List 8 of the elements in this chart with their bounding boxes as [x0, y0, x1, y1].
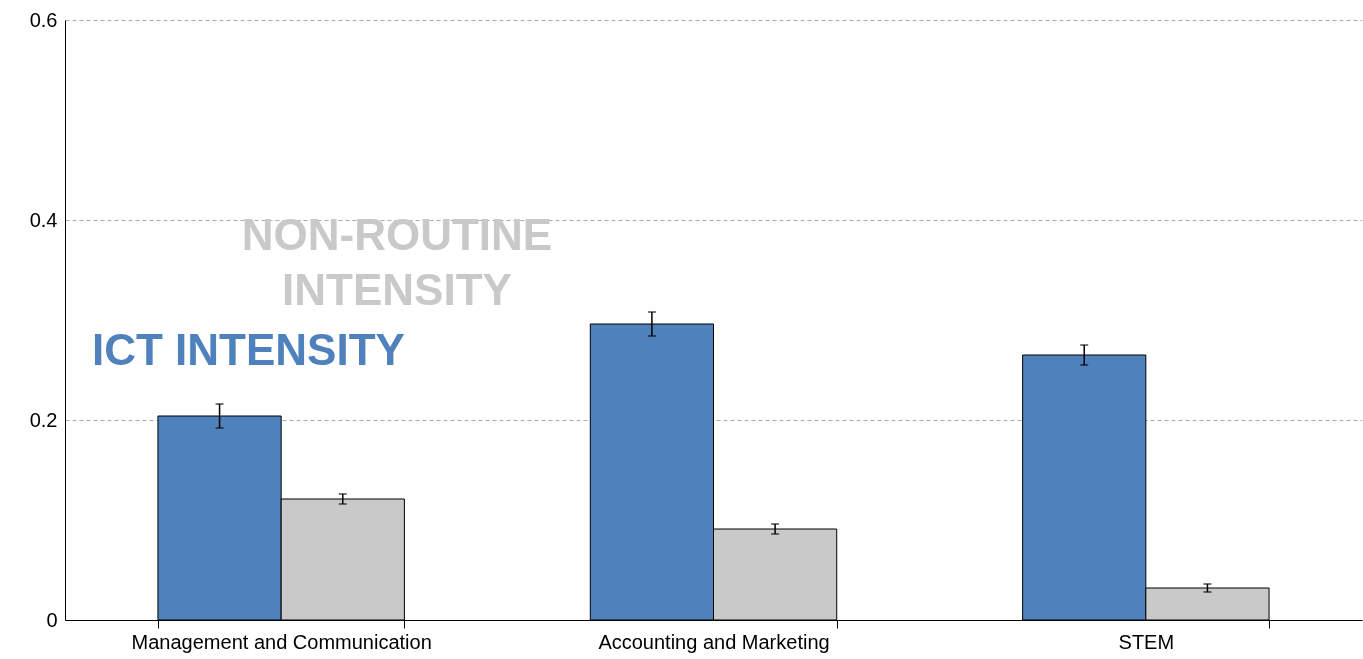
x-tick-label: Management and Communication — [131, 630, 432, 653]
y-tick-label: 0.4 — [29, 208, 58, 231]
x-tick-label: STEM — [1118, 630, 1175, 653]
series-label: ICT INTENSITY — [92, 325, 405, 374]
y-tick-label: 0 — [46, 608, 58, 631]
y-tick-label: 0.2 — [29, 408, 58, 431]
y-tick-label: 0.6 — [29, 8, 58, 31]
x-tick-label: Accounting and Marketing — [598, 630, 830, 653]
